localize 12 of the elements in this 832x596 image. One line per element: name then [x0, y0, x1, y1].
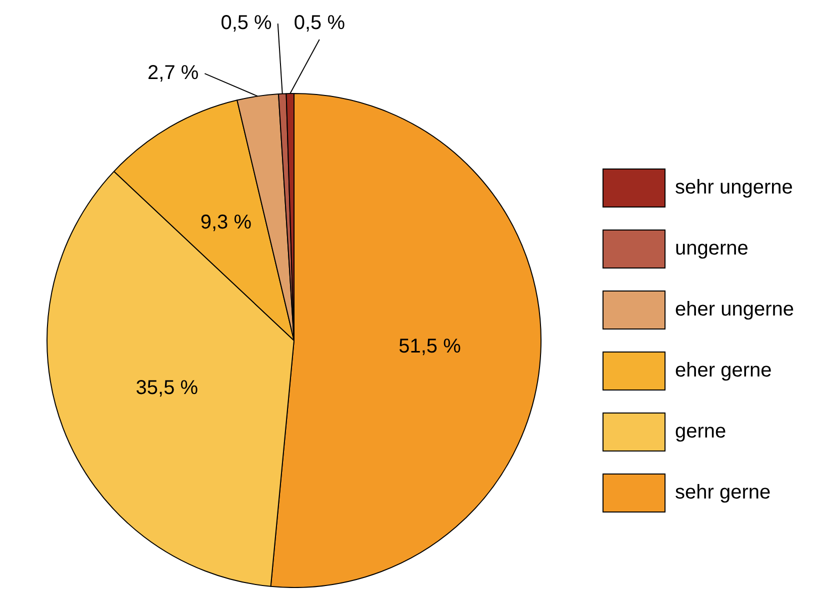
legend-label: ungerne	[675, 238, 748, 260]
legend-label: gerne	[675, 420, 726, 443]
data-label: 0,5 %	[294, 12, 346, 34]
legend-label: sehr ungerne	[675, 176, 793, 199]
data-label: 35,5 %	[136, 377, 198, 400]
legend-label: eher gerne	[675, 360, 772, 382]
legend-label: sehr gerne	[675, 482, 771, 504]
legend-label: eher ungerne	[675, 298, 794, 321]
data-label: 9,3 %	[200, 211, 252, 234]
data-label: 2,7 %	[148, 62, 199, 84]
data-label: 0,5 %	[220, 12, 272, 34]
data-label: 51,5 %	[398, 335, 462, 358]
